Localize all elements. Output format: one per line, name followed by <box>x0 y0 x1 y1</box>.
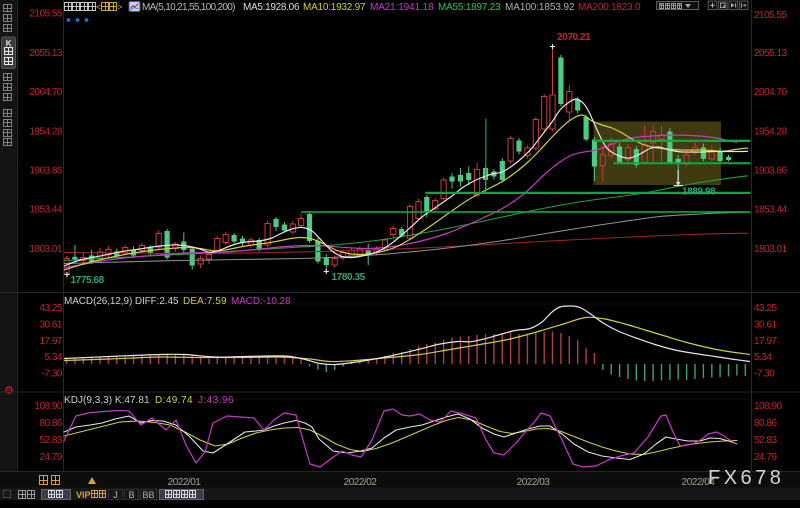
svg-text:1889.98: 1889.98 <box>682 187 716 198</box>
svg-text:2004.70: 2004.70 <box>29 87 63 98</box>
svg-text:5.34: 5.34 <box>45 352 63 363</box>
svg-text:1954.28: 1954.28 <box>29 126 63 137</box>
svg-text:1853.44: 1853.44 <box>754 205 788 216</box>
svg-text:43.25: 43.25 <box>39 303 62 314</box>
svg-text:2022/02: 2022/02 <box>344 477 378 488</box>
svg-text:-7.30: -7.30 <box>754 369 775 380</box>
svg-text:52.83: 52.83 <box>754 435 777 446</box>
svg-text:K: K <box>6 39 12 48</box>
svg-text:52.83: 52.83 <box>39 435 62 446</box>
svg-text:24.79: 24.79 <box>39 452 62 463</box>
svg-text:24.79: 24.79 <box>754 452 777 463</box>
svg-text:1803.01: 1803.01 <box>754 244 788 255</box>
svg-text:2055.13: 2055.13 <box>29 48 63 59</box>
svg-text:80.86: 80.86 <box>39 418 62 429</box>
svg-text:1954.28: 1954.28 <box>754 126 788 137</box>
svg-text:MA200:1823.0: MA200:1823.0 <box>578 2 641 13</box>
svg-text:1853.44: 1853.44 <box>29 205 63 216</box>
svg-text:2070.21: 2070.21 <box>557 32 591 43</box>
svg-text:KDJ(9,3,3) K:47.81D:49.74J:43.: KDJ(9,3,3) K:47.81 D:49.74 J:43.96 <box>64 395 234 406</box>
svg-text:2022/01: 2022/01 <box>168 477 202 488</box>
svg-text:1903.86: 1903.86 <box>754 166 788 177</box>
svg-text:5.34: 5.34 <box>754 352 772 363</box>
svg-text:1803.01: 1803.01 <box>29 244 63 255</box>
svg-text:80.86: 80.86 <box>754 418 777 429</box>
svg-text:30.61: 30.61 <box>754 319 777 330</box>
svg-text:MA55:1897.23: MA55:1897.23 <box>438 2 501 13</box>
svg-text:MA5:1928.06: MA5:1928.06 <box>243 2 300 13</box>
svg-text:1780.35: 1780.35 <box>332 272 366 283</box>
svg-text:1775.68: 1775.68 <box>71 275 105 286</box>
svg-text:17.97: 17.97 <box>754 336 777 347</box>
svg-text:17.97: 17.97 <box>39 336 62 347</box>
svg-text:MA10:1932.97: MA10:1932.97 <box>303 2 366 13</box>
svg-text:108.90: 108.90 <box>34 401 63 412</box>
svg-text:2004.70: 2004.70 <box>754 87 788 98</box>
svg-text:30.61: 30.61 <box>39 319 62 330</box>
svg-text:2022/03: 2022/03 <box>517 477 551 488</box>
svg-text:2105.55: 2105.55 <box>754 10 788 21</box>
svg-text:2022/04: 2022/04 <box>682 477 716 488</box>
svg-text:43.25: 43.25 <box>754 303 777 314</box>
svg-text:108.90: 108.90 <box>754 401 783 412</box>
svg-text:MA21:1941.18: MA21:1941.18 <box>370 2 434 13</box>
svg-text:2055.13: 2055.13 <box>754 48 788 59</box>
svg-text:FX678: FX678 <box>708 467 784 489</box>
svg-text:-7.30: -7.30 <box>42 369 63 380</box>
svg-text:2105.55: 2105.55 <box>29 9 63 20</box>
svg-text:1903.86: 1903.86 <box>29 166 63 177</box>
svg-text:MA(5,10,21,55,100,200): MA(5,10,21,55,100,200) <box>142 2 235 13</box>
svg-text:MA100:1853.92: MA100:1853.92 <box>505 2 575 13</box>
